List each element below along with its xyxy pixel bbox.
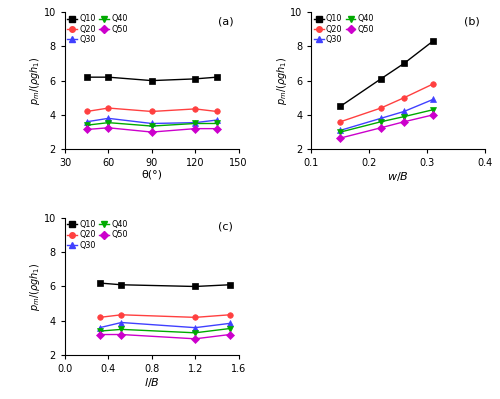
Legend: Q10, Q20, Q30, Q40, Q50: Q10, Q20, Q30, Q40, Q50 [66, 14, 128, 45]
Y-axis label: $p_m/(\rho g h_1)$: $p_m/(\rho g h_1)$ [28, 56, 42, 105]
X-axis label: θ(°): θ(°) [142, 170, 163, 180]
X-axis label: $l/B$: $l/B$ [144, 375, 160, 389]
Legend: Q10, Q20, Q30, Q40, Q50: Q10, Q20, Q30, Q40, Q50 [66, 219, 128, 251]
Y-axis label: $p_m/(\rho g h_1)$: $p_m/(\rho g h_1)$ [28, 262, 42, 311]
Text: (b): (b) [464, 16, 480, 26]
Y-axis label: $p_m/(\rho g h_1)$: $p_m/(\rho g h_1)$ [275, 56, 289, 105]
Legend: Q10, Q20, Q30, Q40, Q50: Q10, Q20, Q30, Q40, Q50 [313, 14, 375, 45]
Text: (a): (a) [218, 16, 234, 26]
X-axis label: $w/B$: $w/B$ [388, 170, 409, 183]
Text: (c): (c) [218, 222, 234, 232]
